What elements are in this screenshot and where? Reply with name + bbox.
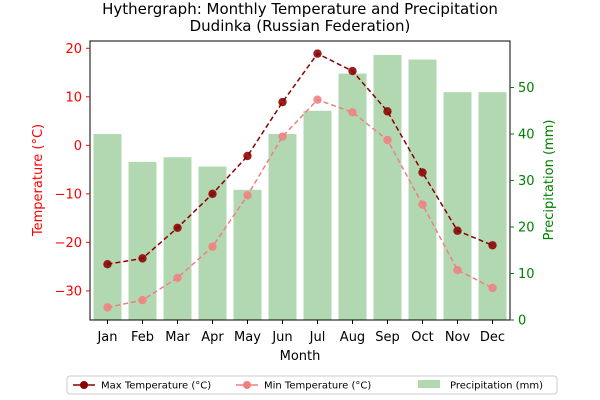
legend: Max Temperature (°C) Min Temperature (°C… [66, 375, 558, 395]
x-tick-label: Jan [96, 330, 117, 345]
x-tick-label: Nov [445, 330, 471, 345]
precipitation-bar [233, 189, 262, 320]
precipitation-bar [128, 161, 157, 320]
precipitation-bar [443, 92, 472, 321]
max-temp-point [488, 241, 497, 250]
legend-max-temp-marker [80, 381, 88, 389]
x-tick-label: Sep [375, 330, 400, 345]
x-tick-label: Apr [201, 330, 224, 345]
y-right-tick-label: 0 [518, 314, 526, 329]
temperature-lines [103, 49, 497, 312]
y-right-tick-label: 40 [518, 128, 535, 143]
y-left-tick-label: −30 [55, 284, 82, 299]
chart-subtitle: Dudinka (Russian Federation) [190, 17, 411, 35]
max-temp-point [103, 260, 112, 269]
x-tick-label: Jun [271, 330, 292, 345]
precipitation-bar [303, 110, 332, 320]
y-left-tick-label: −20 [55, 236, 82, 251]
max-temp-point [243, 151, 252, 161]
precipitation-bar [408, 59, 437, 320]
y-right-tick-label: 20 [518, 221, 535, 236]
y-right-tick-label: 10 [518, 267, 535, 282]
precipitation-bar [478, 92, 507, 321]
precipitation-bar [163, 157, 192, 320]
precipitation-bars [93, 54, 507, 321]
legend-max-temp-label: Max Temperature (°C) [101, 381, 211, 392]
min-temp-point [173, 273, 182, 282]
chart-axes: Jan Feb Mar Apr May Jun Jul Aug Sep Oct Nov Dec −30 −… [55, 40, 535, 345]
min-temp-point [453, 265, 462, 275]
legend-min-temp-label: Min Temperature (°C) [264, 381, 371, 392]
x-tick-label: May [234, 330, 261, 345]
max-temp-line [107, 52, 493, 265]
min-temp-point [243, 191, 252, 200]
y-left-tick-label: −10 [55, 187, 82, 202]
precipitation-bar [373, 54, 402, 320]
chart-title: Hythergraph: Monthly Temperature and Pre… [102, 0, 498, 18]
min-temp-point [488, 283, 497, 293]
min-temp-point [313, 95, 322, 104]
min-temp-point [418, 200, 427, 209]
x-tick-label: Dec [480, 330, 505, 345]
legend-precip-swatch [418, 380, 440, 388]
y-left-tick-label: 0 [74, 139, 82, 154]
min-temp-point [278, 132, 287, 141]
y-axis-left-label: Temperature (°C) [31, 124, 46, 237]
min-temp-point [383, 135, 392, 145]
max-temp-point [418, 168, 427, 177]
x-tick-label: Oct [411, 330, 433, 345]
y-left-tick-label: 10 [65, 90, 82, 105]
min-temp-point [348, 108, 357, 117]
min-temp-point [208, 242, 217, 251]
legend-min-temp-marker [243, 381, 251, 389]
max-temp-point [208, 189, 217, 199]
min-temp-point [103, 303, 112, 312]
max-temp-point [278, 97, 287, 107]
max-temp-point [173, 223, 182, 233]
x-tick-label: Mar [165, 330, 190, 345]
x-tick-label: Feb [131, 330, 154, 345]
precipitation-bar [93, 134, 122, 320]
y-right-tick-label: 30 [518, 174, 535, 189]
x-axis-label: Month [280, 349, 321, 364]
x-tick-label: Aug [340, 330, 365, 345]
max-temp-point [138, 254, 147, 263]
max-temp-point [383, 107, 392, 116]
max-temp-point [348, 66, 357, 76]
legend-precip-label: Precipitation (mm) [450, 381, 543, 392]
y-left-tick-label: 20 [65, 42, 82, 57]
max-temp-point [453, 226, 462, 235]
min-temp-point [138, 295, 147, 305]
precipitation-bar [268, 134, 297, 320]
x-tick-label: Jul [309, 330, 326, 345]
max-temp-point [313, 49, 322, 58]
min-temp-line [107, 98, 493, 309]
y-right-tick-label: 50 [518, 81, 535, 96]
y-axis-right-label: Precipitation (mm) [542, 120, 557, 241]
